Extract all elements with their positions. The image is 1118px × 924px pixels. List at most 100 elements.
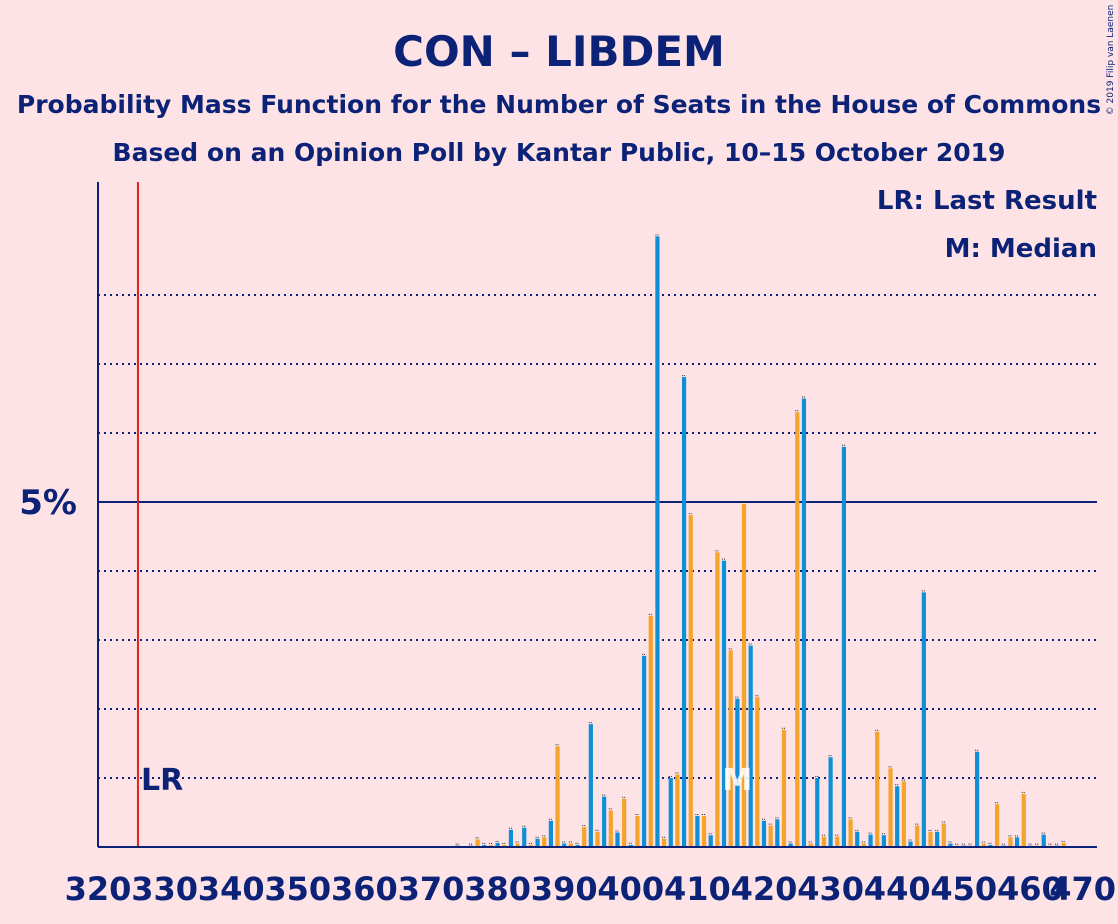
gridlines: 5% [19, 294, 1097, 779]
bar [728, 650, 733, 847]
bar [482, 844, 487, 847]
x-tick-label: 330 [131, 870, 198, 908]
bar [701, 815, 707, 847]
x-tick-label: 470 [1049, 870, 1116, 908]
x-tick-label: 380 [464, 870, 531, 908]
bar [562, 843, 567, 847]
bar [781, 729, 787, 847]
bar [921, 592, 926, 847]
last-result-label: LR [141, 763, 183, 798]
bar [981, 843, 986, 847]
median-label: M [722, 763, 752, 798]
bar [655, 236, 660, 848]
bar [941, 823, 946, 847]
bar [768, 825, 773, 847]
bar [502, 844, 507, 847]
bar [755, 697, 760, 847]
bar [855, 831, 860, 847]
bar [575, 844, 580, 847]
x-tick-label: 390 [531, 870, 598, 908]
bar [555, 746, 560, 847]
x-tick-label: 350 [264, 870, 331, 908]
bar [761, 820, 767, 847]
bar [1021, 793, 1026, 847]
chart-subtitle-1: Probability Mass Function for the Number… [17, 90, 1101, 119]
x-tick-label: 320 [65, 870, 132, 908]
x-tick-label: 460 [997, 870, 1064, 908]
bar [582, 826, 587, 847]
bar [1041, 834, 1046, 847]
bar [1014, 837, 1020, 847]
bar [508, 829, 514, 847]
axes [97, 182, 1097, 848]
bar [535, 838, 540, 847]
bar [801, 398, 807, 847]
bar [881, 835, 886, 847]
bar [695, 815, 700, 847]
bar [608, 810, 613, 847]
bar [568, 843, 573, 847]
bar [735, 698, 740, 847]
x-tick-label: 440 [864, 870, 931, 908]
bar [495, 842, 500, 847]
copyright-note: © 2019 Filip van Laenen [1106, 5, 1116, 116]
bar [548, 820, 553, 847]
bar [595, 831, 600, 847]
bar [748, 645, 753, 847]
bar [775, 819, 780, 847]
bar [668, 778, 673, 847]
bar [1008, 837, 1013, 847]
y-major-label: 5% [19, 483, 77, 523]
bar [888, 768, 893, 847]
bar [975, 751, 980, 847]
bar [741, 504, 747, 847]
bar [988, 844, 993, 847]
bar [795, 412, 800, 847]
bar [662, 838, 667, 847]
x-tick-label: 400 [597, 870, 664, 908]
bar [908, 841, 913, 847]
bar [835, 836, 840, 847]
bar [681, 377, 687, 847]
bar [895, 786, 900, 847]
bar [828, 757, 833, 847]
bar [861, 843, 866, 847]
bar [528, 844, 533, 847]
bar [848, 819, 853, 847]
bar [542, 837, 547, 847]
chart-title: CON – LIBDEM [393, 27, 725, 76]
bar [642, 655, 647, 847]
bar [948, 843, 953, 847]
chart-subtitle-2: Based on an Opinion Poll by Kantar Publi… [113, 138, 1006, 167]
bar [1061, 842, 1066, 847]
bar [635, 815, 640, 847]
bars [455, 234, 1066, 848]
x-tick-label: 410 [664, 870, 731, 908]
bar [615, 832, 620, 847]
bar [875, 731, 880, 847]
bar [488, 844, 494, 847]
bar [935, 831, 940, 847]
bar [868, 834, 873, 847]
bar [715, 552, 720, 847]
bar [515, 843, 520, 847]
bar [841, 446, 847, 847]
bar [602, 796, 607, 847]
x-tick-label: 430 [797, 870, 864, 908]
bar [628, 844, 633, 847]
x-tick-label: 360 [331, 870, 398, 908]
bar [622, 798, 627, 847]
bar [821, 836, 827, 847]
bar [588, 724, 593, 847]
bar [688, 515, 693, 847]
bar [675, 774, 680, 847]
bar [648, 615, 653, 847]
bar [475, 839, 480, 847]
bar [721, 560, 727, 847]
bar [995, 804, 1000, 847]
bar [788, 843, 793, 847]
bar [915, 825, 920, 847]
bar [708, 835, 713, 847]
bar [928, 831, 933, 847]
x-tick-label: 340 [198, 870, 265, 908]
